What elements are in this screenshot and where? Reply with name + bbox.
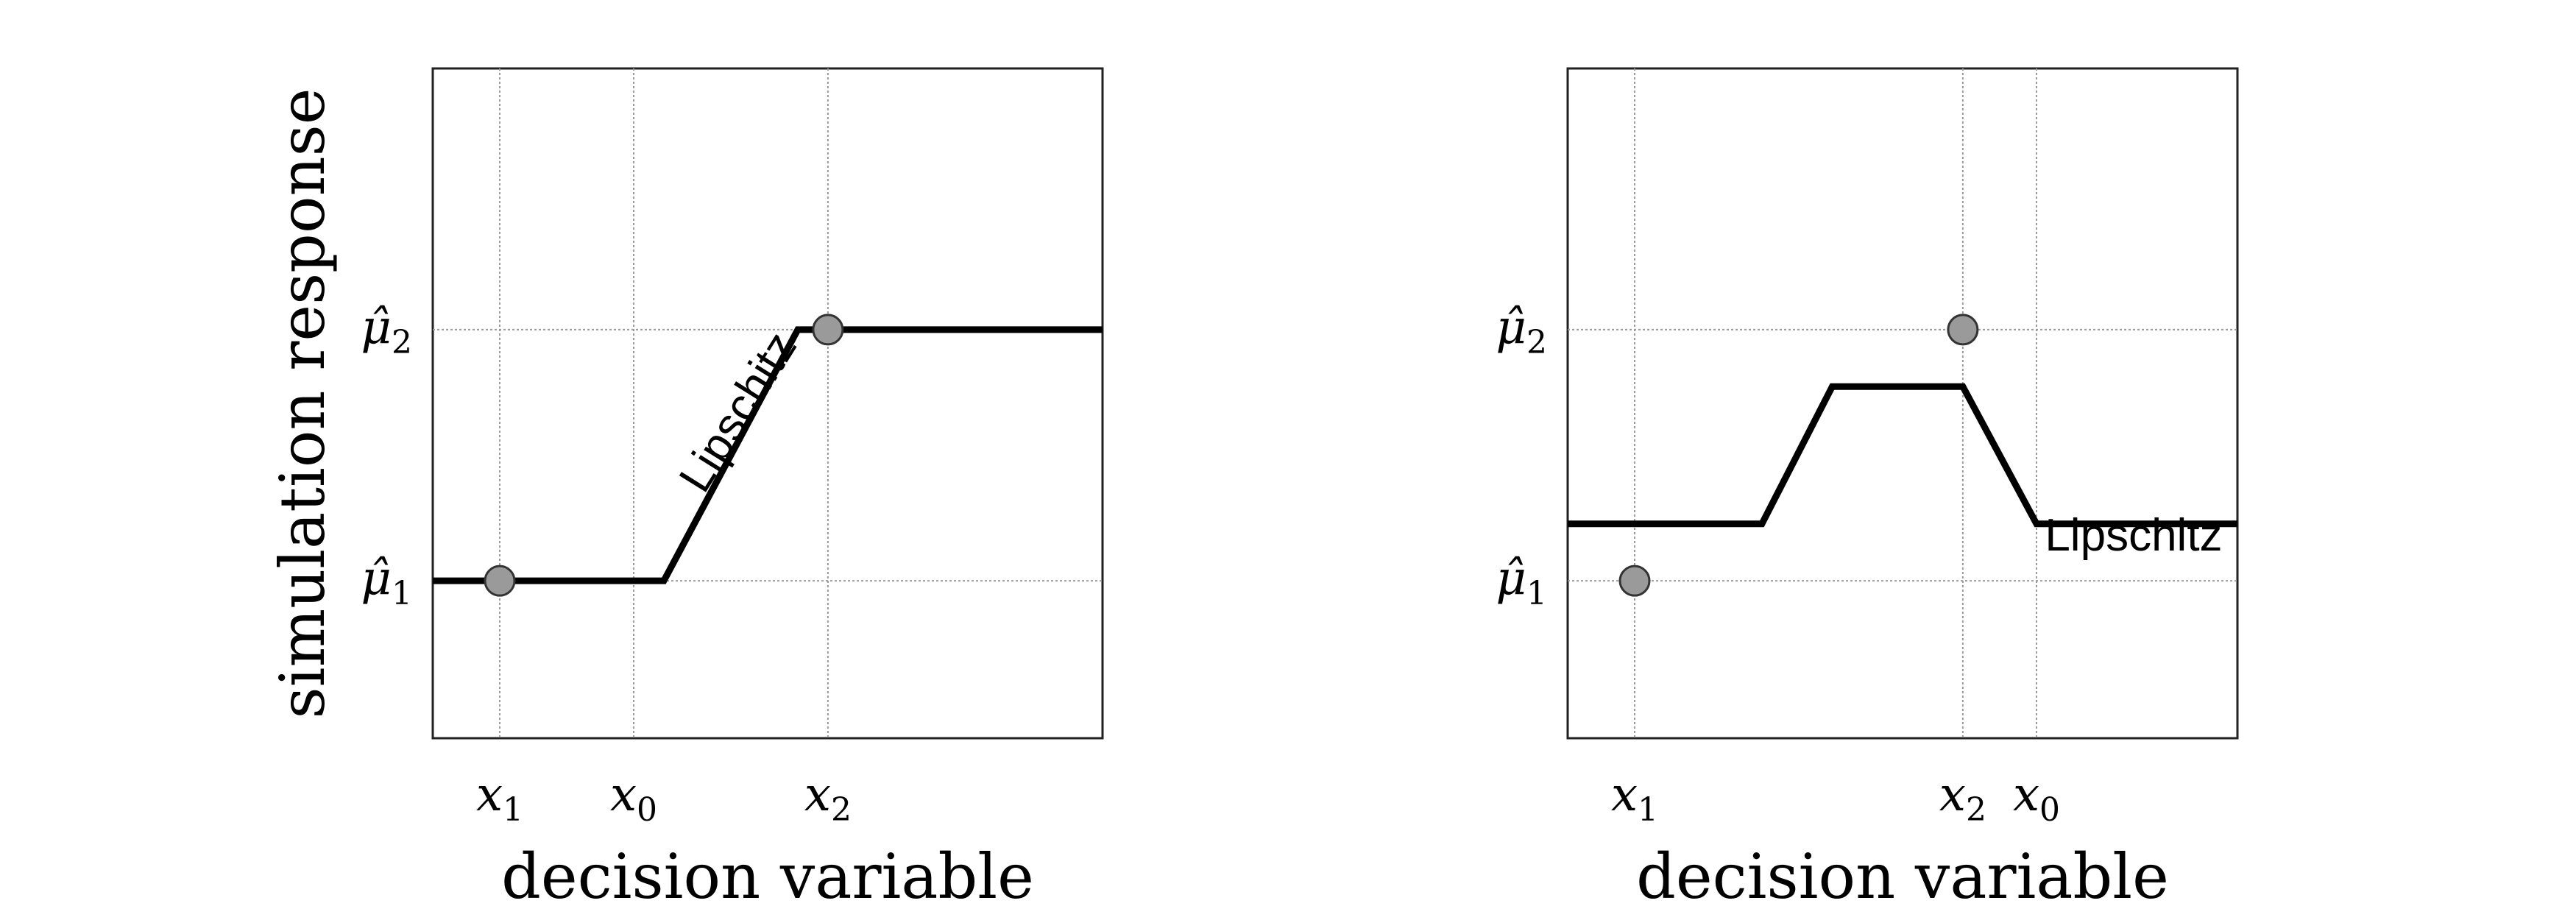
x-tick-base: x xyxy=(610,768,637,822)
x-tick-label: x1 xyxy=(1611,768,1658,829)
y-tick-label: μ̂2 xyxy=(1496,300,1547,361)
x-tick-label: x0 xyxy=(2013,768,2060,829)
series-lines xyxy=(1568,383,2237,528)
plot-frame xyxy=(431,67,1104,740)
y-tick-base: μ̂ xyxy=(361,551,392,606)
lipschitz-label: Lipschitz xyxy=(2045,510,2222,561)
x-tick-labels: x1 x2 x0 xyxy=(1611,768,2060,829)
y-tick-subscript: 1 xyxy=(1526,575,1547,612)
y-tick-labels: μ̂1μ̂2 xyxy=(1496,300,1547,612)
x-tick-label: x1 xyxy=(476,768,523,829)
y-tick-label: μ̂2 xyxy=(361,300,412,361)
sample-point xyxy=(812,314,844,346)
data-points xyxy=(484,314,844,597)
x-tick-base: x xyxy=(476,768,503,822)
sample-point xyxy=(1618,565,1651,597)
y-tick-base: μ̂ xyxy=(1496,551,1526,606)
y-tick-subscript: 2 xyxy=(1526,324,1547,361)
x-tick-subscript: 1 xyxy=(503,791,523,829)
x-axis-label: decision variable xyxy=(1636,841,2169,913)
y-tick-label: μ̂1 xyxy=(361,551,412,612)
grid-lines xyxy=(1568,68,2237,738)
right-panel: x1 x2 x0 μ̂1μ̂2 Lipschitz decision variabl… xyxy=(1496,67,2239,913)
series-lines xyxy=(433,326,1103,584)
x-tick-base: x xyxy=(1611,768,1638,822)
data-points xyxy=(1618,314,1979,597)
y-tick-subscript: 1 xyxy=(392,575,412,612)
y-tick-subscript: 2 xyxy=(392,324,412,361)
annotations: Lipschitz xyxy=(2045,510,2222,561)
x-tick-label: x0 xyxy=(610,768,657,829)
x-tick-base: x xyxy=(2013,768,2039,822)
lipschitz-envelope-line xyxy=(1568,383,2237,528)
x-tick-label: x2 xyxy=(804,768,852,829)
x-tick-subscript: 0 xyxy=(2039,791,2060,829)
x-tick-labels: x1 x0 x2 xyxy=(476,768,852,829)
lipschitz-label: Lipschitz xyxy=(670,323,807,500)
y-tick-labels: μ̂1μ̂2 xyxy=(361,300,412,612)
x-tick-subscript: 2 xyxy=(831,791,852,829)
x-tick-subscript: 0 xyxy=(637,791,657,829)
x-tick-subscript: 1 xyxy=(1638,791,1658,829)
y-axis-label: simulation response xyxy=(266,88,339,719)
x-tick-base: x xyxy=(804,768,831,822)
y-tick-base: μ̂ xyxy=(1496,300,1526,355)
y-tick-base: μ̂ xyxy=(361,300,392,355)
annotations: Lipschitz xyxy=(670,323,807,500)
x-tick-subscript: 2 xyxy=(1966,791,1986,829)
lipschitz-envelope-line xyxy=(433,326,1103,584)
plot-frame xyxy=(1566,67,2239,740)
x-axis-label: decision variable xyxy=(501,841,1034,913)
y-tick-label: μ̂1 xyxy=(1496,551,1547,612)
x-tick-base: x xyxy=(1939,768,1966,822)
x-tick-label: x2 xyxy=(1939,768,1986,829)
left-panel: x1 x0 x2 μ̂1μ̂2 Lipschitz decision variabl… xyxy=(266,67,1104,913)
sample-point xyxy=(484,565,516,597)
sample-point xyxy=(1947,314,1979,346)
